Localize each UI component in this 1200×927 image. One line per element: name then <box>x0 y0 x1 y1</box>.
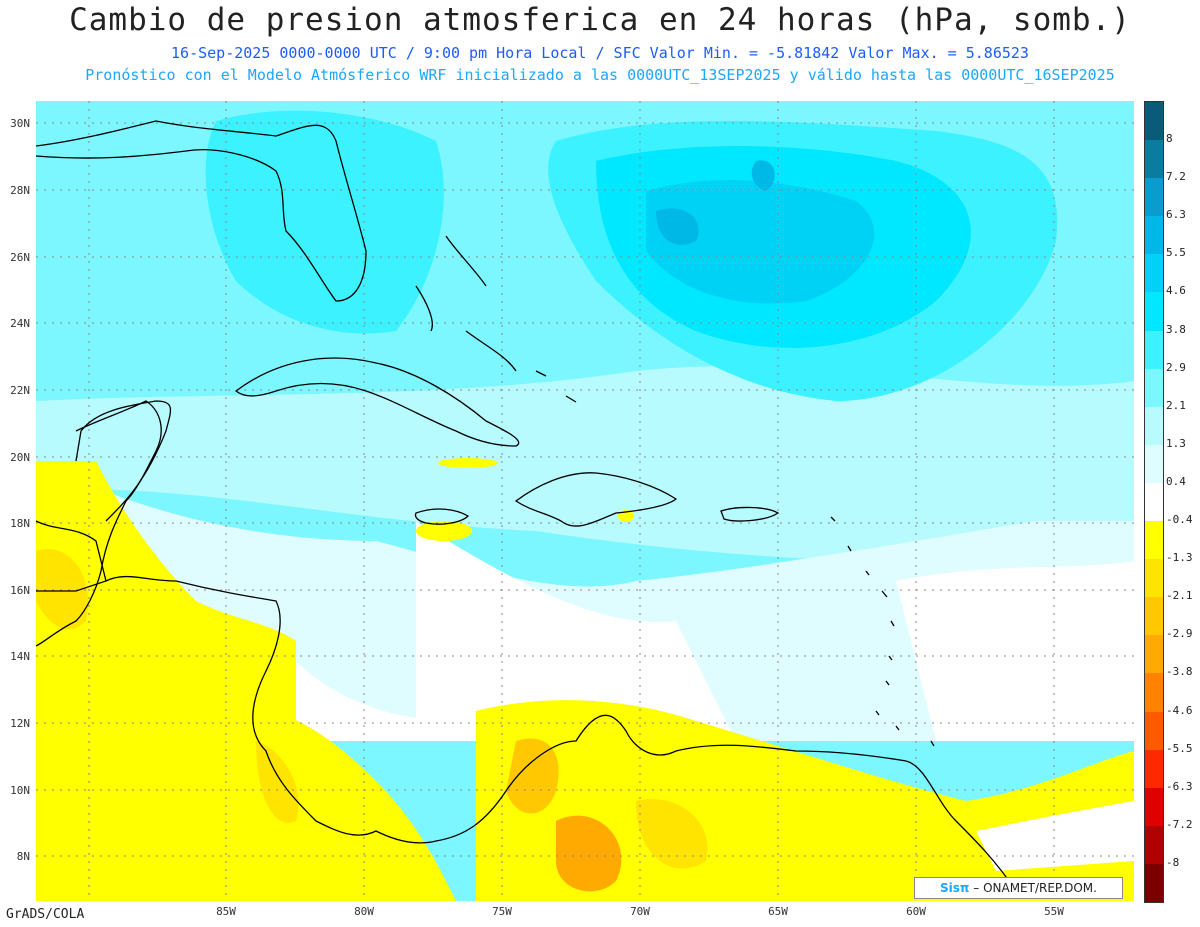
lon-label: 55W <box>1034 905 1074 918</box>
lat-label: 16N <box>0 584 30 597</box>
colorbar-segment <box>1145 331 1163 369</box>
colorbar-label: -6.3 <box>1166 780 1193 793</box>
lon-label: 60W <box>896 905 936 918</box>
lon-label: 75W <box>482 905 522 918</box>
pressure-change-map <box>36 101 1134 901</box>
colorbar-label: 4.6 <box>1166 284 1186 297</box>
colorbar-label: 0.4 <box>1166 475 1186 488</box>
lat-label: 30N <box>0 117 30 130</box>
colorbar-label: 8 <box>1166 132 1173 145</box>
map-subtitle-model: Pronóstico con el Modelo Atmósferico WRF… <box>0 66 1200 84</box>
lat-label: 22N <box>0 384 30 397</box>
lat-label: 18N <box>0 517 30 530</box>
grads-footer: GrADS/COLA <box>6 907 84 922</box>
colorbar-segment <box>1145 521 1163 559</box>
onamet-logo: Sisπ – ONAMET/REP.DOM. <box>914 877 1123 899</box>
lon-label: 70W <box>620 905 660 918</box>
colorbar <box>1144 101 1164 903</box>
colorbar-label: 7.2 <box>1166 170 1186 183</box>
colorbar-label: -2.9 <box>1166 627 1193 640</box>
colorbar-label: -5.5 <box>1166 742 1193 755</box>
colorbar-segment <box>1145 216 1163 254</box>
lat-label: 24N <box>0 317 30 330</box>
colorbar-label: -2.1 <box>1166 589 1193 602</box>
onamet-label: – ONAMET/REP.DOM. <box>973 881 1097 895</box>
colorbar-segment <box>1145 673 1163 711</box>
colorbar-label: 3.8 <box>1166 323 1186 336</box>
colorbar-label: -0.4 <box>1166 513 1193 526</box>
lat-label: 20N <box>0 451 30 464</box>
colorbar-label: -1.3 <box>1166 551 1193 564</box>
map-title: Cambio de presion atmosferica en 24 hora… <box>0 2 1200 38</box>
colorbar-label: 5.5 <box>1166 246 1186 259</box>
colorbar-segment <box>1145 864 1163 902</box>
colorbar-segment <box>1145 254 1163 292</box>
colorbar-segment <box>1145 369 1163 407</box>
colorbar-segment <box>1145 102 1163 140</box>
colorbar-label: -7.2 <box>1166 818 1193 831</box>
colorbar-segment <box>1145 597 1163 635</box>
lon-label: 65W <box>758 905 798 918</box>
colorbar-label: 2.9 <box>1166 361 1186 374</box>
colorbar-segment <box>1145 178 1163 216</box>
colorbar-segment <box>1145 407 1163 445</box>
lat-label: 8N <box>0 850 30 863</box>
colorbar-label: 6.3 <box>1166 208 1186 221</box>
colorbar-segment <box>1145 712 1163 750</box>
colorbar-label: -4.6 <box>1166 704 1193 717</box>
colorbar-label: 1.3 <box>1166 437 1186 450</box>
colorbar-segment <box>1145 292 1163 330</box>
colorbar-segment <box>1145 788 1163 826</box>
colorbar-segment <box>1145 483 1163 521</box>
lon-label: 85W <box>206 905 246 918</box>
lat-label: 26N <box>0 251 30 264</box>
lat-label: 28N <box>0 184 30 197</box>
lon-label: 80W <box>344 905 384 918</box>
colorbar-label: 2.1 <box>1166 399 1186 412</box>
colorbar-segment <box>1145 750 1163 788</box>
sis-logo-text: Sisπ <box>940 881 969 895</box>
lat-label: 12N <box>0 717 30 730</box>
lat-label: 10N <box>0 784 30 797</box>
colorbar-segment <box>1145 826 1163 864</box>
colorbar-label: -3.8 <box>1166 665 1193 678</box>
colorbar-segment <box>1145 635 1163 673</box>
colorbar-segment <box>1145 559 1163 597</box>
lat-label: 14N <box>0 650 30 663</box>
colorbar-label: -8 <box>1166 856 1179 869</box>
colorbar-segment <box>1145 140 1163 178</box>
colorbar-segment <box>1145 445 1163 483</box>
map-subtitle-date: 16-Sep-2025 0000-0000 UTC / 9:00 pm Hora… <box>0 44 1200 62</box>
